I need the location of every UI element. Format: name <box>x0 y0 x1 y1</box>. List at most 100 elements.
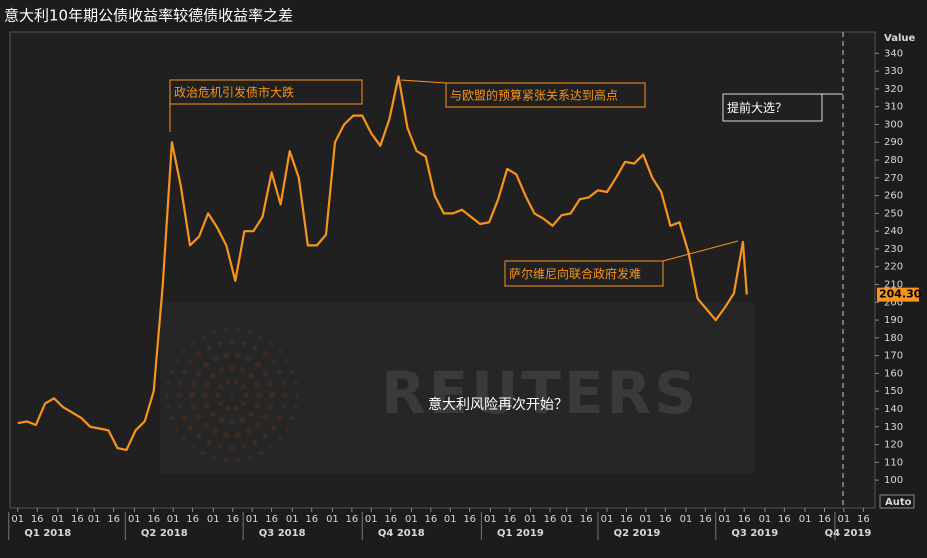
annotation-text: 萨尔维尼向联合政府发难 <box>509 266 641 281</box>
annotation-box <box>722 93 823 122</box>
logo-dot <box>196 433 202 440</box>
y-tick-label: 330 <box>884 66 903 77</box>
x-tick-label: 16 <box>738 514 751 525</box>
logo-dot <box>223 431 230 438</box>
annotation-text: 政治危机引发债市大跌 <box>174 85 294 100</box>
y-tick-label: 220 <box>884 262 903 273</box>
annotation-connector <box>662 240 739 262</box>
logo-dot <box>234 352 241 359</box>
annotation-box <box>445 82 646 108</box>
logo-dot <box>281 404 287 410</box>
logo-dot <box>202 392 208 398</box>
chart-title: 意大利10年期公债收益率较德债收益率之差 <box>4 7 293 25</box>
logo-dot <box>181 415 187 421</box>
logo-dot <box>229 392 235 398</box>
x-tick-label: 16 <box>71 514 84 525</box>
logo-dot <box>262 413 269 420</box>
y-tick-label: 160 <box>884 368 903 379</box>
y-tick-label: 100 <box>884 475 903 486</box>
logo-dot <box>270 425 277 431</box>
logo-dot <box>233 379 239 385</box>
quarter-label: Q4 2018 <box>378 528 425 539</box>
y-tick-label: 310 <box>884 102 903 113</box>
y-tick-label: 290 <box>884 137 903 148</box>
logo-dot <box>278 436 283 441</box>
y-tick-label: 270 <box>884 173 903 184</box>
logo-dot <box>255 361 262 368</box>
x-tick-label: 01 <box>11 514 24 525</box>
logo-dot <box>245 355 252 362</box>
logo-dot <box>295 393 299 397</box>
logo-dot <box>269 444 274 449</box>
logo-dot <box>252 344 258 350</box>
logo-dot <box>234 431 241 438</box>
logo-dot <box>258 334 263 339</box>
x-tick-label: 01 <box>365 514 378 525</box>
logo-dot <box>241 340 247 346</box>
logo-dot <box>218 416 225 423</box>
logo-dot <box>285 358 290 363</box>
x-tick-label: 16 <box>818 514 831 525</box>
logo-dot <box>212 330 217 335</box>
logo-dot <box>209 372 216 379</box>
logo-dot <box>285 427 290 432</box>
logo-dot <box>225 405 231 411</box>
quarter-label: Q1 2018 <box>24 528 71 539</box>
x-tick-label: 16 <box>620 514 633 525</box>
logo-dot <box>218 400 224 406</box>
logo-dot <box>176 392 182 398</box>
x-tick-label: 16 <box>463 514 476 525</box>
logo-dot <box>241 444 247 450</box>
quarter-label: Q1 2019 <box>497 528 544 539</box>
logo-dot <box>204 402 211 409</box>
logo-dot <box>181 369 187 375</box>
y-tick-label: 280 <box>884 155 903 166</box>
y-tick-label: 300 <box>884 119 903 130</box>
logo-dot <box>229 419 235 425</box>
logo-dot <box>189 392 195 398</box>
x-tick-label: 01 <box>799 514 812 525</box>
logo-dot <box>190 444 195 449</box>
x-tick-label: 16 <box>147 514 160 525</box>
logo-dot <box>174 427 179 432</box>
logo-dot <box>248 372 255 379</box>
logo-dot <box>239 416 246 423</box>
logo-dot <box>212 355 219 362</box>
logo-dot <box>229 445 235 451</box>
x-tick-label: 16 <box>580 514 593 525</box>
logo-dot <box>258 451 263 456</box>
x-tick-label: 01 <box>88 514 101 525</box>
logo-dot <box>165 393 169 397</box>
logo-dot <box>201 334 206 339</box>
y-tick-label: 140 <box>884 404 903 415</box>
logo-dot <box>224 328 229 333</box>
y-tick-label: 130 <box>884 422 903 433</box>
logo-dot <box>267 380 274 387</box>
watermark-panel <box>160 302 755 474</box>
logo-dot <box>195 413 202 420</box>
logo-dot <box>293 404 298 409</box>
logo-dot <box>240 384 246 390</box>
y-tick-label: 240 <box>884 226 903 237</box>
x-tick-label: 01 <box>718 514 731 525</box>
x-tick-label: 16 <box>345 514 358 525</box>
logo-dot <box>247 330 252 335</box>
logo-dot <box>166 381 171 386</box>
x-tick-label: 16 <box>857 514 870 525</box>
logo-dot <box>174 358 179 363</box>
logo-dot <box>277 415 283 421</box>
logo-dot <box>202 361 209 368</box>
logo-dot <box>256 392 262 398</box>
logo-dot <box>224 457 229 462</box>
logo-dot <box>239 367 246 374</box>
series-line <box>17 75 748 451</box>
logo-dot <box>196 350 202 357</box>
x-tick-label: 16 <box>265 514 278 525</box>
logo-dot <box>245 428 252 435</box>
quarter-label: Q3 2018 <box>259 528 306 539</box>
logo-dot <box>187 359 194 365</box>
x-tick-label: 01 <box>128 514 141 525</box>
x-tick-label: 01 <box>759 514 772 525</box>
logo-dot <box>206 440 212 446</box>
